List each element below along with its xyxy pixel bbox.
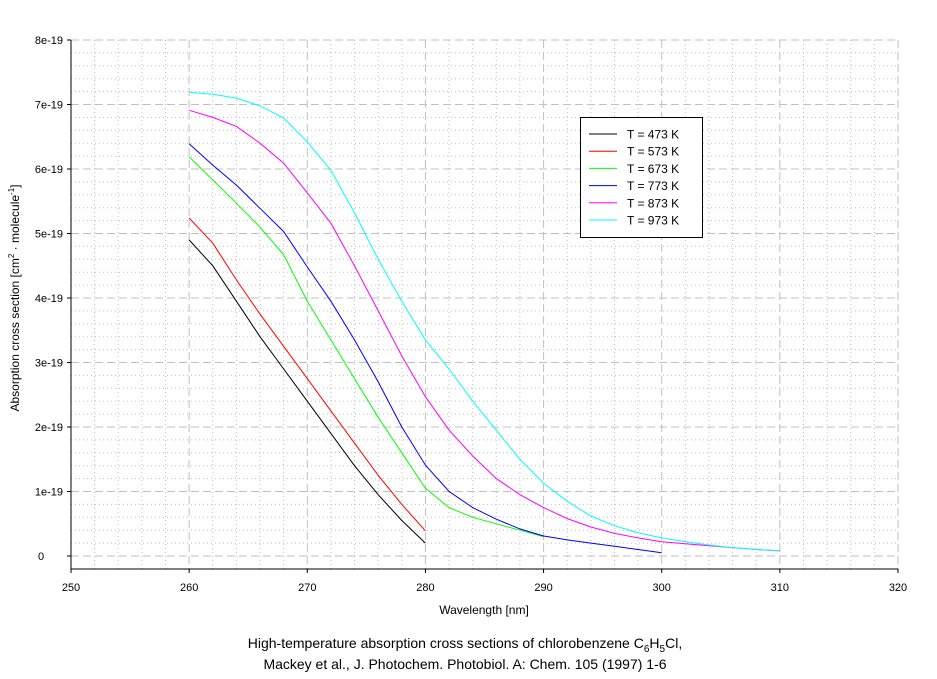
series-line-673k xyxy=(188,156,544,538)
legend-label: T = 973 K xyxy=(627,214,679,228)
x-tick-label: 250 xyxy=(62,582,80,594)
legend-label: T = 573 K xyxy=(627,145,679,159)
y-tick-label: 5e-19 xyxy=(35,229,63,241)
axes xyxy=(67,39,899,573)
chart-title-line1: High-temperature absorption cross sectio… xyxy=(248,635,682,655)
series-line-973k xyxy=(189,91,780,552)
y-axis-label: Absorption cross section [cm2 · molecule… xyxy=(7,184,22,411)
y-tick-label: 6e-19 xyxy=(35,164,63,176)
x-tick-label: 260 xyxy=(180,582,198,594)
grid xyxy=(70,39,899,569)
y-tick-label: 7e-19 xyxy=(35,100,63,112)
series-line-573k xyxy=(188,217,426,532)
y-tick-label: 8e-19 xyxy=(35,35,63,47)
x-tick-label: 280 xyxy=(416,582,434,594)
x-tick-label: 310 xyxy=(771,582,789,594)
y-tick-label: 1e-19 xyxy=(35,487,63,499)
x-tick-label: 320 xyxy=(889,582,907,594)
legend-label: T = 473 K xyxy=(627,128,679,142)
x-tick-label: 270 xyxy=(298,582,316,594)
y-tick-label: 2e-19 xyxy=(35,422,63,434)
x-tick-label: 300 xyxy=(653,582,671,594)
chart-title-line2: Mackey et al., J. Photochem. Photobiol. … xyxy=(263,656,666,672)
series-line-873k xyxy=(188,109,780,552)
y-tick-label: 4e-19 xyxy=(35,293,63,305)
series-line-773k xyxy=(188,143,662,554)
x-tick-label: 290 xyxy=(534,582,552,594)
series-line-473k xyxy=(188,239,426,544)
legend-label: T = 773 K xyxy=(627,179,679,193)
legend-label: T = 873 K xyxy=(627,196,679,210)
x-axis-label: Wavelength [nm] xyxy=(439,603,529,617)
legend-box xyxy=(580,117,703,238)
tick-labels: 250 260 270 280 290 300 310 320 0 1e-19 2e-19 3e-19… xyxy=(35,35,907,594)
series-lines xyxy=(188,91,780,554)
legend: T = 473 K T = 573 K T = 673 K T = 773 K T = … xyxy=(580,117,703,238)
y-tick-label: 0 xyxy=(38,551,44,563)
legend-label: T = 673 K xyxy=(627,162,679,176)
y-tick-label: 3e-19 xyxy=(35,358,63,370)
